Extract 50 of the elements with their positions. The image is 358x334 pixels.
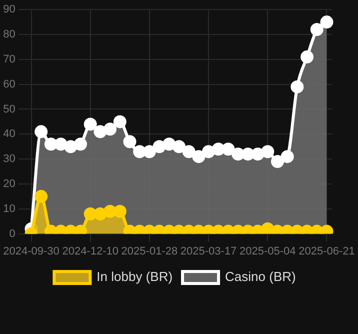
point (34, 190, 48, 203)
x-tick-label: 2025-03-17 (180, 245, 237, 258)
y-tick-label: 70 (3, 53, 16, 66)
point (54, 138, 68, 151)
point (162, 138, 176, 151)
point (232, 148, 245, 161)
y-tick-label: 60 (3, 78, 16, 90)
point (280, 150, 294, 164)
y-tick-label: 40 (3, 128, 16, 140)
point (74, 138, 88, 151)
point (261, 145, 274, 158)
point (261, 222, 274, 234)
point (123, 135, 136, 148)
y-tick-label: 30 (3, 153, 16, 166)
point (251, 148, 264, 161)
point (94, 207, 107, 220)
point (104, 122, 117, 136)
legend-label: Casino (BR) (225, 269, 296, 284)
point (44, 138, 58, 151)
x-tick-label: 2025-06-21 (298, 245, 355, 258)
y-tick-label: 80 (3, 28, 16, 41)
point (142, 145, 156, 158)
y-tick-label: 10 (3, 202, 16, 215)
point (104, 204, 117, 218)
y-tick-label: 20 (3, 178, 16, 190)
point (84, 207, 97, 220)
point (172, 140, 186, 154)
point (182, 145, 196, 158)
point (241, 148, 254, 161)
y-tick-label: 0 (9, 228, 16, 240)
point (133, 145, 146, 158)
point (212, 142, 225, 156)
legend-label: In lobby (BR) (96, 269, 173, 284)
point (84, 118, 97, 131)
point (202, 145, 216, 158)
x-tick-label: 2024-12-10 (62, 245, 118, 258)
point (192, 150, 206, 164)
point (113, 204, 126, 218)
x-tick-label: 2025-01-28 (121, 245, 178, 258)
point (34, 125, 48, 138)
point (94, 125, 107, 138)
point (270, 155, 284, 168)
x-tick-label: 2024-09-30 (3, 245, 60, 258)
y-tick-label: 50 (3, 103, 16, 116)
point (222, 142, 235, 156)
x-tick-label: 2025-05-04 (240, 245, 296, 258)
point (113, 115, 126, 128)
point (152, 140, 166, 154)
y-tick-label: 90 (3, 4, 16, 16)
point (64, 140, 78, 154)
